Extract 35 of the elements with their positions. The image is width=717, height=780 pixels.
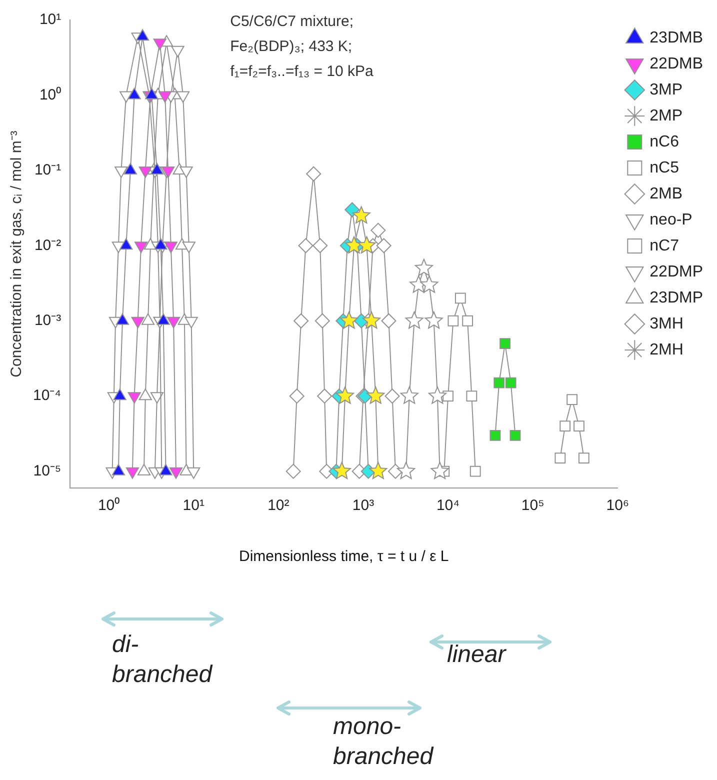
legend-label: 2MB [650,185,683,202]
annotation: C5/C6/C7 mixture; [230,13,354,30]
x-tick-label: 10¹ [182,497,204,514]
x-tick-label: 10² [268,497,290,514]
legend-label: nC6 [650,133,680,150]
x-tick-label: 10⁵ [521,497,544,514]
legend-label: 3MH [650,315,684,332]
x-tick-label: 10⁶ [606,497,630,514]
legend-label: neo-P [650,211,692,228]
text: linear [447,640,506,670]
legend-label: 3MP [650,81,683,98]
legend-label: 23DMP [650,289,704,306]
text: mono- branched [333,712,434,772]
y-tick-label: 10⁻² [34,236,62,254]
y-tick-label: 10⁻³ [34,312,62,330]
x-tick-label: 10⁰ [98,497,120,514]
y-tick-label: 10⁻⁴ [32,387,62,404]
annotation: f₁=f₂=f₃..=f₁₃ = 10 kPa [230,63,374,80]
y-tick-label: 10⁰ [39,86,62,104]
x-tick-label: 10⁴ [436,497,460,514]
y-axis-title: Concentration in exit gas, cᵢ / mol m⁻³ [8,130,26,378]
y-tick-label: 10¹ [39,11,62,28]
y-tick-label: 10⁻⁵ [33,462,62,480]
legend-label: 22DMB [650,55,704,72]
legend-label: nC5 [650,159,680,176]
legend-label: 2MP [650,107,683,124]
legend-label: 23DMB [650,29,704,46]
x-axis-title: Dimensionless time, τ = t u / ε L [239,548,449,566]
legend-label: 22DMP [650,263,704,280]
legend-label: 2MH [650,341,684,358]
x-tick-label: 10³ [352,497,374,514]
annotation: Fe₂(BDP)₃; 433 K; [230,38,352,55]
text: di- branched [112,630,212,690]
legend-label: nC7 [650,237,680,254]
y-tick-label: 10⁻¹ [34,162,62,179]
